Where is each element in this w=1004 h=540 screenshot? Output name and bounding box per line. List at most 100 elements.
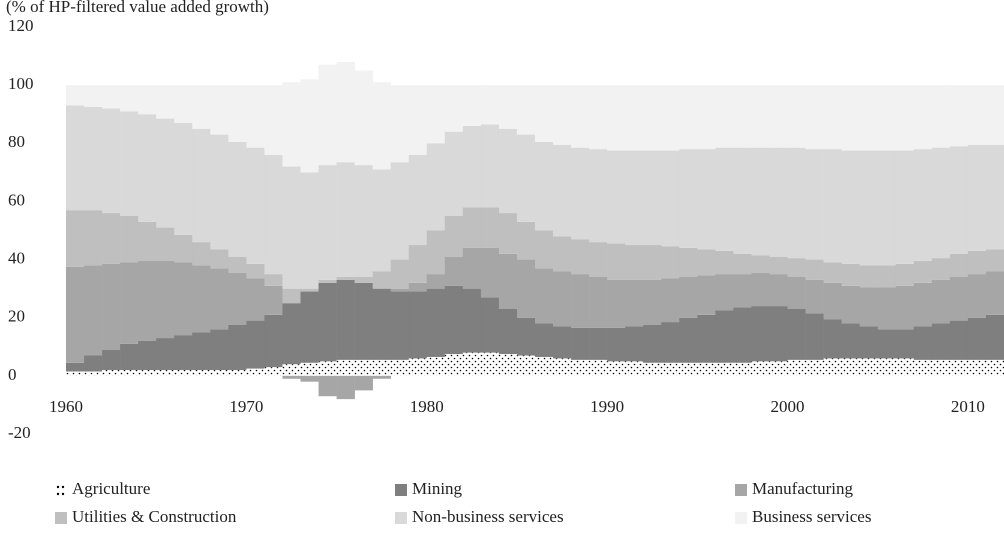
bar-segment	[354, 375, 373, 391]
bar-segment	[354, 282, 373, 360]
bar-segment	[390, 162, 410, 260]
bar-segment	[751, 361, 770, 376]
bar-segment	[228, 370, 247, 376]
bar-segment	[823, 149, 842, 263]
bar-segment	[300, 172, 319, 289]
bar-segment	[516, 134, 536, 222]
bar-segment	[661, 150, 680, 247]
bar-segment	[228, 256, 247, 273]
bar-segment	[498, 128, 518, 214]
bar-segment	[967, 317, 987, 360]
y-tick-label: -20	[8, 423, 31, 442]
bar-segment	[535, 356, 554, 376]
bar-segment	[246, 368, 265, 376]
bar-segment	[877, 329, 897, 359]
bar-segment	[841, 263, 860, 286]
bar-segment	[138, 221, 157, 262]
bar-segment	[985, 314, 1004, 360]
bar-segment	[607, 85, 626, 151]
bar-segment	[282, 288, 301, 304]
y-tick-label: 0	[8, 365, 17, 384]
bar-segment	[625, 279, 644, 327]
legend-marker	[56, 492, 60, 496]
bar-segment	[372, 288, 391, 360]
bar-segment	[877, 85, 897, 151]
bar-segment	[769, 256, 788, 275]
bar-segment	[156, 85, 175, 119]
bar-segment	[985, 85, 1004, 145]
bar-segment	[156, 227, 175, 262]
x-tick-label: 2000	[771, 397, 805, 416]
bar-segment	[607, 150, 626, 244]
bar-segment	[571, 274, 590, 328]
bar-segment	[444, 131, 464, 216]
bar-segment	[480, 207, 500, 248]
bar-segment	[535, 85, 554, 142]
x-tick-label: 1960	[49, 397, 83, 416]
legend-label: Manufacturing	[752, 479, 854, 498]
bar-segment	[444, 85, 464, 132]
bar-segment	[228, 141, 247, 257]
bar-segment	[426, 85, 446, 144]
bar-segment	[300, 375, 319, 382]
bar-segment	[931, 85, 951, 148]
bar-segment	[264, 367, 283, 376]
bar-segment	[66, 362, 85, 372]
bar-segment	[462, 207, 482, 248]
bar-segment	[661, 246, 680, 279]
bar-segment	[66, 105, 85, 211]
bar-segment	[625, 245, 644, 280]
bar-segment	[426, 356, 446, 376]
bar-segment	[769, 361, 788, 376]
bar-segment	[823, 85, 842, 150]
bar-segment	[859, 265, 879, 288]
bar-segment	[787, 85, 806, 148]
bar-segment	[480, 124, 500, 208]
bar-segment	[553, 236, 572, 272]
bar-segment	[859, 287, 879, 327]
bar-segment	[679, 362, 698, 376]
bar-segment	[354, 70, 373, 166]
bar-segment	[264, 314, 283, 368]
bar-segment	[174, 370, 193, 376]
legend-marker	[61, 492, 65, 496]
bar-segment	[895, 263, 915, 286]
y-tick-label: 40	[8, 248, 25, 267]
bar-segment	[787, 308, 806, 360]
bar-segment	[985, 271, 1004, 315]
bar-segment	[913, 149, 933, 262]
bar-segment	[733, 85, 752, 148]
bar-segment	[210, 370, 229, 376]
bar-segment	[138, 261, 157, 341]
legend-label: Agriculture	[72, 479, 150, 498]
bar-segment	[697, 85, 716, 150]
bar-segment	[192, 370, 211, 376]
bar-segment	[895, 329, 915, 359]
bar-segment	[553, 85, 572, 145]
bar-segment	[679, 317, 698, 363]
bar-segment	[246, 278, 265, 321]
bar-segment	[138, 340, 157, 371]
legend-marker	[55, 512, 67, 524]
bar-segment	[805, 259, 824, 280]
bar-segment	[607, 361, 626, 376]
bar-segment	[589, 85, 608, 150]
legend-label: Utilities & Construction	[72, 507, 237, 526]
bar-segment	[480, 352, 500, 376]
bar-segment	[733, 253, 752, 275]
legend-marker	[735, 512, 747, 524]
bars	[66, 61, 1004, 400]
bar-segment	[120, 343, 139, 371]
bar-segment	[841, 358, 860, 376]
bar-segment	[462, 125, 482, 208]
bar-segment	[282, 364, 301, 376]
bar-segment	[805, 279, 824, 314]
bar-segment	[372, 359, 391, 376]
y-tick-label: 100	[8, 74, 34, 93]
bar-segment	[931, 258, 951, 280]
bar-segment	[138, 114, 157, 222]
bar-segment	[625, 326, 644, 362]
bar-segment	[805, 85, 824, 150]
bar-segment	[336, 359, 355, 376]
bar-segment	[661, 322, 680, 363]
